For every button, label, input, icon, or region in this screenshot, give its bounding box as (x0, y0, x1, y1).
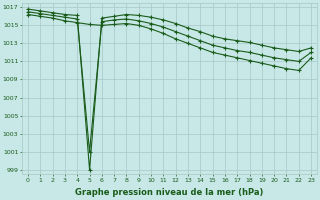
X-axis label: Graphe pression niveau de la mer (hPa): Graphe pression niveau de la mer (hPa) (76, 188, 264, 197)
